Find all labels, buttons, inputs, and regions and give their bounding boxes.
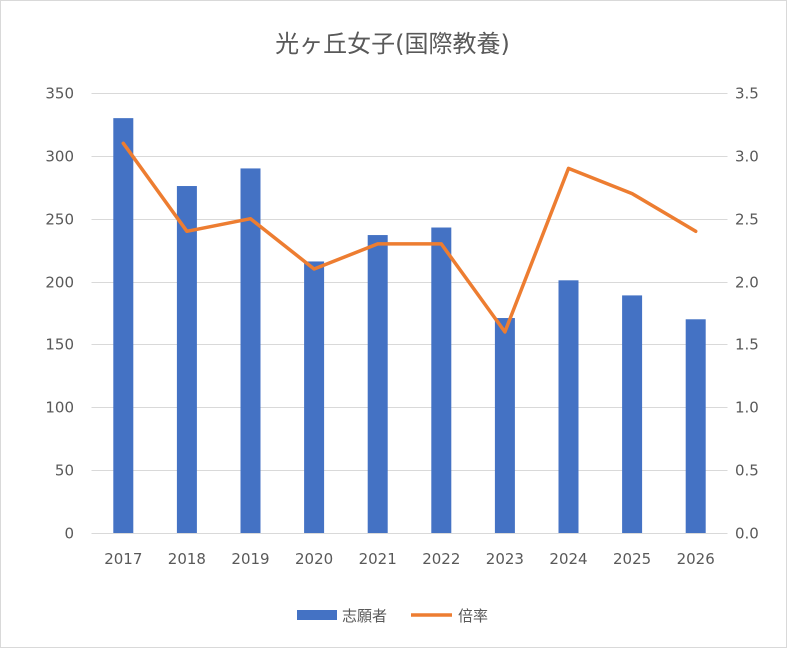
legend: 志願者 倍率 [297,607,488,625]
line-point [439,242,443,246]
y2-tick-label: 0.0 [735,525,759,543]
bar [367,235,388,534]
x-tick-label: 2023 [486,550,524,568]
y2-tick-label: 2.0 [735,274,759,292]
x-tick-label: 2021 [359,550,397,568]
y-tick-label: 100 [45,399,74,417]
y-tick-label: 0 [64,525,74,543]
bar [113,118,134,534]
y-tick-label: 350 [45,85,74,103]
x-tick-label: 2022 [422,550,460,568]
line-point [121,141,125,145]
bar [176,186,197,533]
line-point [312,267,316,271]
x-axis-tick-labels: 2017 2018 2019 2020 2021 2022 2023 2024 2025 2026 [104,550,715,568]
x-tick-label: 2026 [677,550,715,568]
x-tick-label: 2017 [104,550,142,568]
y-tick-label: 200 [45,274,74,292]
line-point [567,166,570,170]
x-tick-label: 2019 [231,550,269,568]
left-axis-tick-labels: 0 50 100 150 200 250 300 350 [45,85,74,543]
bar [685,319,706,533]
bar [558,280,579,533]
bar [240,168,261,533]
gridlines [91,93,728,534]
legend-swatch-applicants [297,610,337,620]
y-tick-label: 150 [45,336,74,354]
line-point [376,242,380,246]
bar [622,295,643,533]
y2-tick-label: 0.5 [735,462,759,480]
line-point [694,229,698,233]
x-tick-label: 2018 [168,550,206,568]
y2-tick-label: 3.5 [735,85,759,103]
y-tick-label: 50 [55,462,74,480]
x-tick-label: 2020 [295,550,333,568]
y-tick-label: 250 [45,211,74,229]
legend-label-applicants: 志願者 [342,607,387,625]
x-tick-label: 2025 [613,550,651,568]
ratio-line [121,141,698,334]
line-point [630,192,634,196]
line-series-ratio [121,141,698,334]
line-point [503,330,507,334]
chart-title: 光ヶ丘女子(国際教養) [275,30,510,58]
bar [494,318,515,533]
y-tick-label: 300 [45,148,74,166]
y2-tick-label: 1.0 [735,399,759,417]
bar [431,227,452,533]
x-tick-label: 2024 [549,550,587,568]
y2-tick-label: 3.0 [735,148,759,166]
y2-tick-label: 2.5 [735,211,759,229]
line-point [185,229,189,233]
bar-series-applicants [113,118,706,534]
legend-label-ratio: 倍率 [458,607,488,625]
y2-tick-label: 1.5 [735,336,759,354]
right-axis-tick-labels: 0.0 0.5 1.0 1.5 2.0 2.5 3.0 3.5 [735,85,759,543]
bar [304,261,325,533]
line-point [249,217,252,221]
